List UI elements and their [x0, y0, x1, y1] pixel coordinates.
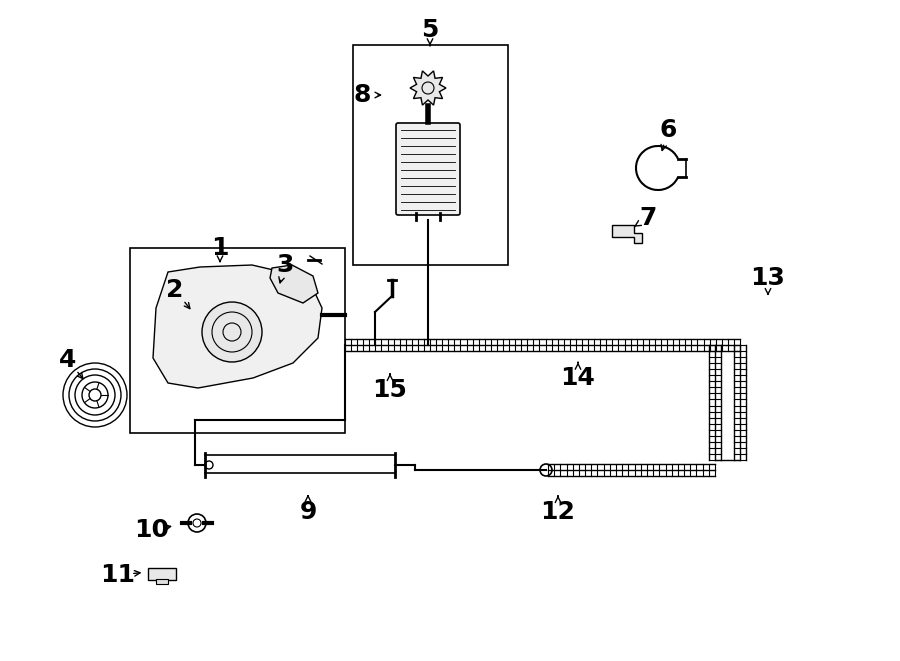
Bar — [130, 248, 345, 433]
Polygon shape — [612, 225, 642, 243]
Circle shape — [205, 461, 213, 469]
Polygon shape — [153, 265, 322, 388]
Text: 13: 13 — [751, 266, 786, 290]
Circle shape — [188, 514, 206, 532]
Polygon shape — [410, 71, 446, 105]
Text: 5: 5 — [421, 18, 438, 42]
Circle shape — [540, 464, 552, 476]
Text: 9: 9 — [300, 500, 317, 524]
Bar — [148, 568, 176, 580]
Bar — [353, 45, 508, 265]
Text: 2: 2 — [166, 278, 184, 302]
Text: 8: 8 — [354, 83, 371, 107]
Text: 6: 6 — [660, 118, 677, 142]
Text: 4: 4 — [59, 348, 76, 372]
Bar — [156, 579, 168, 584]
Text: 1: 1 — [212, 236, 229, 260]
FancyBboxPatch shape — [396, 123, 460, 215]
Text: 10: 10 — [134, 518, 169, 542]
Text: 14: 14 — [561, 366, 596, 390]
Polygon shape — [270, 265, 318, 303]
Text: 12: 12 — [541, 500, 575, 524]
Circle shape — [202, 302, 262, 362]
Text: 11: 11 — [101, 563, 136, 587]
Text: 3: 3 — [276, 253, 293, 277]
Text: 7: 7 — [639, 206, 657, 230]
Text: 15: 15 — [373, 378, 408, 402]
